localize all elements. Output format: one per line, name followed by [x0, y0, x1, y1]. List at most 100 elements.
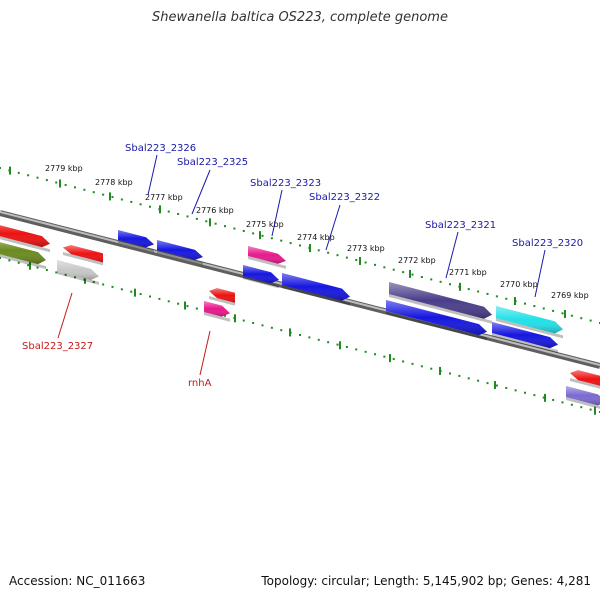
minor-tick: [74, 186, 76, 189]
minor-tick: [467, 377, 470, 380]
minor-tick: [533, 394, 536, 397]
minor-tick: [542, 396, 545, 399]
gene-sbal223-2323: [248, 246, 286, 269]
minor-tick: [449, 283, 451, 286]
gene-red-right: [570, 370, 600, 389]
minor-tick: [139, 203, 142, 206]
gene-sbal223-2322: [282, 273, 350, 306]
minor-tick: [130, 290, 133, 293]
minor-tick: [449, 372, 451, 375]
minor-tick: [36, 266, 39, 269]
minor-tick: [289, 242, 292, 245]
minor-tick: [55, 181, 58, 184]
minor-tick: [205, 220, 208, 223]
gene-label[interactable]: Sbal223_2323: [250, 178, 321, 189]
minor-tick: [364, 261, 367, 264]
minor-tick: [186, 215, 189, 218]
minor-tick: [570, 314, 573, 317]
minor-tick: [252, 232, 255, 235]
minor-tick: [120, 288, 123, 291]
minor-tick: [486, 382, 489, 385]
minor-tick: [83, 188, 86, 191]
minor-tick: [317, 249, 320, 252]
minor-tick: [280, 329, 283, 332]
minor-tick: [195, 217, 198, 220]
genome-summary-text: Topology: circular; Length: 5,145,902 bp…: [261, 574, 591, 588]
minor-tick: [392, 358, 395, 361]
kbp-label: 2779 kbp: [45, 164, 83, 173]
callout-line: [191, 169, 211, 215]
minor-tick: [524, 302, 526, 305]
minor-tick: [505, 297, 508, 300]
callout-line: [445, 231, 459, 279]
minor-tick: [261, 234, 264, 237]
minor-tick: [570, 403, 573, 406]
minor-tick: [308, 336, 311, 339]
accession-text: Accession: NC_011663: [9, 574, 146, 588]
minor-tick: [167, 300, 170, 303]
minor-tick: [280, 239, 283, 242]
minor-tick: [383, 266, 386, 269]
minor-tick: [514, 389, 517, 392]
minor-tick: [27, 174, 30, 177]
minor-tick: [345, 256, 348, 259]
gene-label[interactable]: Sbal223_2320: [512, 238, 583, 249]
minor-tick: [139, 293, 142, 296]
minor-tick: [149, 205, 151, 208]
minor-tick: [580, 317, 583, 320]
minor-tick: [74, 276, 76, 279]
gene-sbal223-2321: [389, 282, 492, 324]
minor-tick: [252, 321, 255, 324]
gene-olive-left: [0, 242, 46, 270]
kbp-label: 2773 kbp: [347, 244, 385, 253]
minor-tick: [552, 398, 555, 401]
gene-label[interactable]: rnhA: [188, 378, 212, 389]
inner-tick-ring: [0, 257, 600, 415]
callout-line: [271, 189, 283, 237]
gene-sbal223-2325: [157, 240, 203, 265]
minor-tick: [589, 408, 592, 411]
callout-line: [325, 204, 341, 251]
kbp-label: 2772 kbp: [398, 256, 436, 265]
minor-tick: [299, 244, 301, 247]
minor-tick: [92, 191, 95, 194]
minor-tick: [55, 271, 58, 274]
gene-label[interactable]: Sbal223_2326: [125, 143, 196, 154]
kbp-scale-labels: 2779 kbp 2778 kbp 2777 kbp 2776 kbp 2775 kbp…: [45, 164, 589, 300]
minor-tick: [111, 196, 114, 199]
minor-tick: [111, 285, 114, 288]
gene-sbal223-2327: [57, 260, 99, 285]
minor-tick: [533, 305, 536, 308]
minor-tick: [374, 353, 376, 356]
minor-tick: [177, 213, 180, 216]
callout-line: [147, 154, 158, 196]
minor-tick: [17, 171, 20, 174]
minor-tick: [420, 275, 423, 278]
callout-line: [57, 292, 73, 339]
outer-tick-ring: [0, 166, 600, 324]
minor-tick: [589, 319, 592, 322]
minor-tick: [45, 179, 48, 182]
minor-tick: [495, 295, 498, 298]
minor-tick: [345, 346, 348, 349]
minor-tick: [233, 227, 236, 230]
minor-tick: [411, 273, 414, 276]
minor-tick: [383, 355, 386, 358]
minor-tick: [214, 222, 217, 225]
callout-line: [199, 330, 211, 376]
gene-label[interactable]: Sbal223_2322: [309, 192, 380, 203]
minor-tick: [64, 183, 67, 186]
minor-tick: [477, 379, 480, 382]
gene-label[interactable]: Sbal223_2327: [22, 341, 93, 352]
gene-label[interactable]: Sbal223_2325: [177, 157, 248, 168]
minor-tick: [130, 200, 133, 203]
map-title: Shewanella baltica OS223, complete genom…: [152, 10, 448, 25]
gene-label[interactable]: Sbal223_2321: [425, 220, 496, 231]
minor-tick: [270, 237, 273, 240]
minor-tick: [195, 307, 198, 310]
minor-tick: [0, 167, 1, 169]
minor-tick: [120, 198, 123, 201]
minor-tick: [167, 210, 170, 213]
minor-tick: [392, 268, 395, 271]
